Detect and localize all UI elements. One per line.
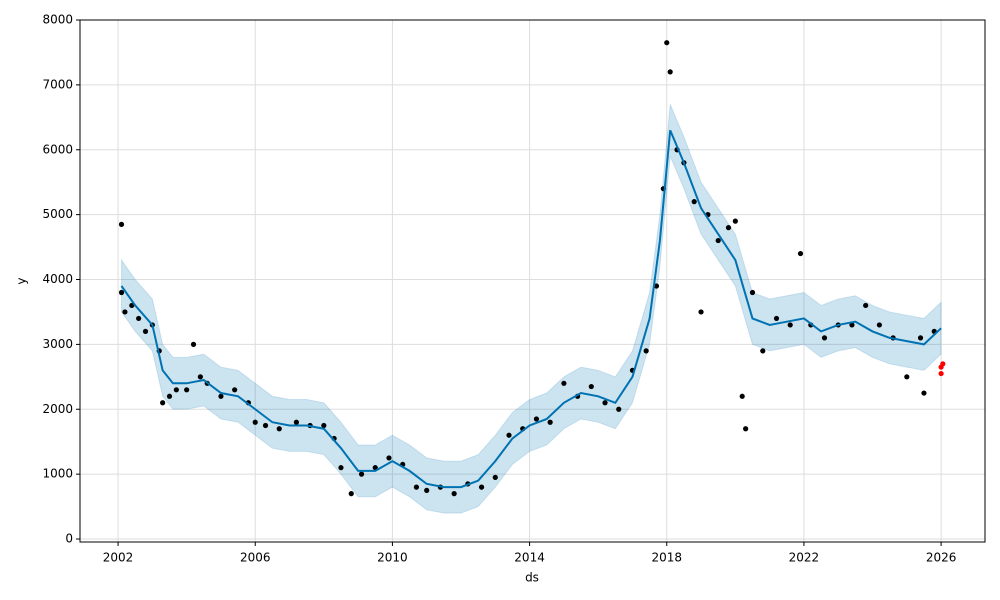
- x-tick-label: 2018: [651, 551, 682, 565]
- data-point: [698, 309, 704, 315]
- data-point: [276, 426, 282, 432]
- data-point: [940, 361, 946, 367]
- data-point: [732, 218, 738, 224]
- data-point: [506, 432, 512, 438]
- data-point: [588, 383, 594, 390]
- data-point: [653, 283, 660, 289]
- data-point: [561, 380, 567, 386]
- data-point: [451, 491, 457, 497]
- data-point: [252, 419, 258, 425]
- data-point: [691, 199, 697, 205]
- x-tick-label: 2022: [789, 551, 820, 565]
- data-point: [338, 465, 344, 471]
- data-point: [849, 322, 855, 328]
- data-point: [743, 426, 749, 432]
- data-point: [643, 348, 649, 354]
- data-point: [142, 328, 149, 335]
- x-tick-label: 2006: [240, 551, 271, 565]
- data-point: [749, 289, 756, 296]
- y-tick-label: 7000: [42, 77, 73, 91]
- data-point: [773, 315, 780, 322]
- data-point: [904, 374, 910, 380]
- data-point: [348, 491, 354, 497]
- data-point: [787, 322, 793, 328]
- y-tick-label: 4000: [42, 272, 73, 286]
- data-point: [160, 400, 166, 406]
- x-tick-label: 2014: [514, 551, 545, 565]
- data-point: [232, 387, 238, 393]
- data-point: [667, 69, 673, 75]
- data-point: [533, 416, 540, 422]
- data-point: [938, 370, 944, 377]
- forecast-line: [120, 129, 942, 489]
- data-point: [821, 335, 828, 341]
- data-point: [664, 40, 670, 46]
- y-axis-label: y: [15, 277, 29, 284]
- x-axis-label: ds: [525, 571, 539, 585]
- y-tick-label: 3000: [42, 337, 73, 351]
- data-point: [715, 237, 721, 244]
- uncertainty-band: [120, 104, 942, 514]
- data-point: [262, 422, 269, 429]
- data-point: [739, 393, 745, 399]
- data-point: [190, 341, 197, 347]
- y-tick-label: 0: [65, 532, 73, 546]
- data-point: [372, 465, 378, 471]
- y-tick-label: 6000: [42, 142, 73, 156]
- y-tick-label: 2000: [42, 402, 73, 416]
- y-tick-label: 1000: [42, 467, 73, 481]
- data-point: [122, 309, 128, 315]
- data-point: [616, 406, 622, 412]
- data-point: [797, 250, 804, 257]
- data-point: [118, 289, 125, 296]
- plot-frame: [79, 19, 986, 543]
- data-point: [166, 393, 173, 399]
- y-tick-label: 8000: [42, 13, 73, 27]
- data-point: [321, 422, 327, 429]
- data-point: [118, 221, 125, 227]
- data-point: [921, 390, 927, 396]
- data-point: [173, 387, 179, 393]
- x-tick-label: 2026: [926, 551, 957, 565]
- data-point: [386, 455, 392, 461]
- data-point: [413, 484, 420, 490]
- data-point: [547, 419, 553, 425]
- data-point: [876, 322, 882, 328]
- data-point: [293, 419, 299, 425]
- data-point: [602, 400, 608, 406]
- data-point: [184, 387, 190, 393]
- data-point: [492, 474, 498, 480]
- data-point: [725, 225, 732, 231]
- data-point: [760, 348, 766, 354]
- x-tick-label: 2002: [103, 551, 134, 565]
- y-tick-label: 5000: [42, 207, 73, 221]
- data-point: [136, 315, 142, 322]
- data-point: [358, 471, 365, 477]
- data-point: [424, 487, 430, 493]
- data-point: [863, 302, 869, 309]
- data-point: [478, 484, 485, 490]
- x-tick-label: 2010: [377, 551, 408, 565]
- data-point: [197, 374, 203, 380]
- data-point: [218, 393, 224, 399]
- data-point: [917, 335, 924, 341]
